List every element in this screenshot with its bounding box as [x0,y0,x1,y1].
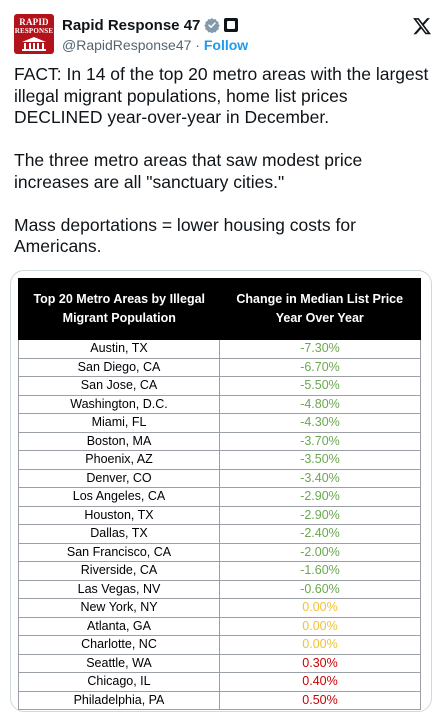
table-row: Riverside, CA -1.60% [18,562,421,581]
price-change-cell: -2.90% [300,489,340,503]
metro-name-cell: Phoenix, AZ [19,451,220,469]
metro-name-cell: Houston, TX [19,506,220,524]
table-row: Denver, CO -3.40% [18,469,421,488]
price-change-cell: -3.50% [300,452,340,466]
metro-name-cell: Riverside, CA [19,562,220,580]
column-header-metro: Top 20 Metro Areas by Illegal Migrant Po… [33,292,206,325]
table-row: New York, NY 0.00% [18,599,421,618]
table-row: Austin, TX -7.30% [18,340,421,359]
avatar-text-line1: RAPID [19,17,49,27]
price-change-cell: -6.70% [300,359,340,374]
metro-name-cell: Chicago, IL [19,673,220,691]
table-row: San Francisco, CA -2.00% [18,543,421,562]
author-display-name[interactable]: Rapid Response 47 [62,16,201,34]
author-handle[interactable]: @RapidResponse47 [62,37,192,53]
column-header-change: Change in Median List Price Year Over Ye… [236,292,404,325]
separator-dot: · [195,37,200,53]
table-row: Los Angeles, CA -2.90% [18,488,421,507]
price-change-cell: -4.80% [300,396,340,411]
metro-price-table: Top 20 Metro Areas by Illegal Migrant Po… [18,278,421,710]
price-change-cell: -4.30% [300,415,340,429]
table-row: San Jose, CA -5.50% [18,377,421,396]
table-row: Phoenix, AZ -3.50% [18,451,421,470]
metro-name-cell: Philadelphia, PA [19,691,220,709]
avatar-text-line2: RESPONSE [14,27,54,35]
table-row: San Diego, CA -6.70% [18,358,421,377]
metro-name-cell: Washington, D.C. [19,395,220,413]
metro-name-cell: Denver, CO [19,469,220,487]
table-row: Las Vegas, NV -0.60% [18,580,421,599]
metro-name-cell: Los Angeles, CA [19,488,220,506]
metro-name-cell: Boston, MA [19,432,220,450]
table-row: Philadelphia, PA 0.50% [18,691,421,710]
table-row: Dallas, TX -2.40% [18,525,421,544]
post-media-image[interactable]: Top 20 Metro Areas by Illegal Migrant Po… [10,270,432,712]
post-paragraph-2: The three metro areas that saw modest pr… [14,150,363,192]
post-paragraph-1: FACT: In 14 of the top 20 metro areas wi… [14,64,429,127]
avatar[interactable]: RAPID RESPONSE [14,14,54,54]
metro-name-cell: Seattle, WA [19,654,220,672]
metro-name-cell: Las Vegas, NV [19,580,220,598]
table-row: Chicago, IL 0.40% [18,673,421,692]
table-body: Austin, TX -7.30% San Diego, CA -6.70% San J… [18,340,421,710]
price-change-cell: 0.40% [302,674,338,688]
price-change-cell: -5.50% [300,378,340,392]
price-change-cell: 0.00% [302,637,338,651]
metro-name-cell: San Diego, CA [19,358,220,376]
price-change-cell: -2.00% [300,544,340,559]
table-row: Charlotte, NC 0.00% [18,636,421,655]
table-header: Top 20 Metro Areas by Illegal Migrant Po… [18,278,421,340]
table-row: Boston, MA -3.70% [18,432,421,451]
price-change-cell: -7.30% [300,341,340,355]
price-change-cell: -1.60% [300,563,340,577]
author-name-row: Rapid Response 47 [62,15,239,35]
metro-name-cell: New York, NY [19,599,220,617]
table-row: Seattle, WA 0.30% [18,654,421,673]
price-change-cell: 0.30% [302,655,338,670]
metro-name-cell: Atlanta, GA [19,617,220,635]
table-row: Atlanta, GA 0.00% [18,617,421,636]
metro-name-cell: Austin, TX [19,340,220,358]
metro-name-cell: San Jose, CA [19,377,220,395]
verified-badge-icon [204,18,221,33]
post-paragraph-3: Mass deportations = lower housing costs … [14,214,356,257]
building-icon [22,37,46,51]
price-change-cell: -0.60% [300,581,340,596]
price-change-cell: -2.90% [300,507,340,522]
price-change-cell: 0.00% [302,618,338,633]
metro-name-cell: Miami, FL [19,414,220,432]
table-row: Washington, D.C. -4.80% [18,395,421,414]
post-text: FACT: In 14 of the top 20 metro areas wi… [14,64,432,279]
metro-name-cell: Dallas, TX [19,525,220,543]
author-handle-row: @RapidResponse47 · Follow [62,37,248,53]
price-change-cell: 0.00% [302,600,338,614]
metro-name-cell: Charlotte, NC [19,636,220,654]
follow-button[interactable]: Follow [203,37,249,53]
price-change-cell: -3.40% [300,470,340,485]
x-logo-icon[interactable] [412,16,432,36]
price-change-cell: 0.50% [302,692,338,707]
post-header: RAPID RESPONSE Rapid Response 47 @RapidR… [14,12,432,58]
government-affiliation-badge-icon[interactable] [224,18,239,32]
metro-name-cell: San Francisco, CA [19,543,220,561]
price-change-cell: -2.40% [300,526,340,540]
table-row: Houston, TX -2.90% [18,506,421,525]
price-change-cell: -3.70% [300,433,340,448]
table-row: Miami, FL -4.30% [18,414,421,433]
